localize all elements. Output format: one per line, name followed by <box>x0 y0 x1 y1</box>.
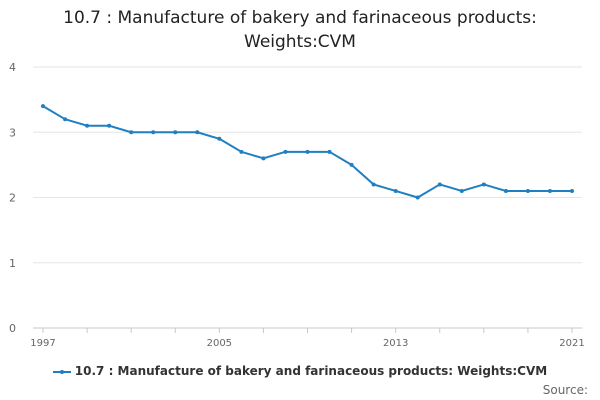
data-point-1997 <box>41 104 45 109</box>
data-point-2003 <box>173 130 178 135</box>
data-point-2018 <box>503 188 508 193</box>
data-point-1999 <box>85 123 90 128</box>
data-point-2019 <box>525 188 530 193</box>
data-point-2005 <box>217 136 222 141</box>
x-tick-label-2013: 2013 <box>383 338 408 349</box>
data-point-2008 <box>283 149 288 154</box>
data-point-2014 <box>415 195 420 200</box>
data-point-2007 <box>261 156 266 161</box>
x-tick-label-2021: 2021 <box>559 338 584 349</box>
chart-title-line-2: Weights:CVM <box>244 32 356 52</box>
data-point-2013 <box>393 188 398 193</box>
chart-title-line-1: 10.7 : Manufacture of bakery and farinac… <box>63 8 537 28</box>
x-tick-label-2005: 2005 <box>207 338 232 349</box>
y-tick-label-4: 4 <box>9 61 16 74</box>
legend[interactable]: 10.7 : Manufacture of bakery and farinac… <box>0 364 600 378</box>
data-point-2006 <box>239 149 244 154</box>
data-point-2021 <box>570 188 574 193</box>
data-point-2010 <box>327 149 332 154</box>
data-point-2015 <box>437 182 442 187</box>
data-point-2020 <box>547 188 552 193</box>
data-point-1998 <box>63 117 68 122</box>
data-point-2016 <box>459 188 464 193</box>
data-point-2017 <box>481 182 486 187</box>
legend-swatch-marker <box>59 369 64 374</box>
data-point-2000 <box>107 123 112 128</box>
data-point-2001 <box>129 130 134 135</box>
data-point-2011 <box>349 162 354 167</box>
data-point-2009 <box>305 149 310 154</box>
y-tick-label-2: 2 <box>9 192 16 205</box>
data-point-2012 <box>371 182 376 187</box>
y-tick-label-3: 3 <box>9 126 16 139</box>
y-tick-label-0: 0 <box>9 322 16 335</box>
legend-swatch <box>52 367 71 377</box>
x-tick-label-1997: 1997 <box>30 338 55 349</box>
source-label: Source: <box>542 383 588 397</box>
data-point-2004 <box>195 130 200 135</box>
y-tick-label-1: 1 <box>9 257 16 270</box>
data-point-2002 <box>151 130 156 135</box>
legend-label: 10.7 : Manufacture of bakery and farinac… <box>74 364 548 378</box>
chart-title: 10.7 : Manufacture of bakery and farinac… <box>0 6 600 54</box>
